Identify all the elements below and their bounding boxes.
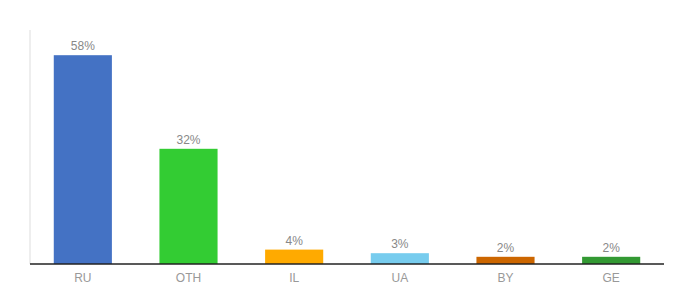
- bar: [54, 55, 112, 264]
- data-label: 3%: [391, 237, 409, 251]
- x-tick-label: IL: [289, 271, 299, 285]
- x-tick-label: GE: [602, 271, 619, 285]
- chart-svg: 58% 32% 4% 3% 2% 2% RU OTH IL UA BY GE: [0, 0, 680, 300]
- bar: [476, 257, 534, 264]
- data-label: 32%: [176, 133, 200, 147]
- data-label: 4%: [285, 234, 303, 248]
- x-tick-label: BY: [497, 271, 513, 285]
- data-label: 58%: [71, 39, 95, 53]
- bar: [582, 257, 640, 264]
- bar: [159, 149, 217, 264]
- x-tick-label: RU: [74, 271, 91, 285]
- bar: [371, 253, 429, 264]
- x-axis-line: [30, 263, 664, 265]
- x-tick-label: UA: [391, 271, 408, 285]
- bars: [54, 55, 640, 264]
- data-label: 2%: [497, 241, 515, 255]
- y-axis-line: [30, 30, 31, 264]
- bar: [265, 250, 323, 264]
- chart-container: 58% 32% 4% 3% 2% 2% RU OTH IL UA BY GE: [0, 0, 680, 300]
- x-tick-label: OTH: [176, 271, 201, 285]
- data-label: 2%: [602, 241, 620, 255]
